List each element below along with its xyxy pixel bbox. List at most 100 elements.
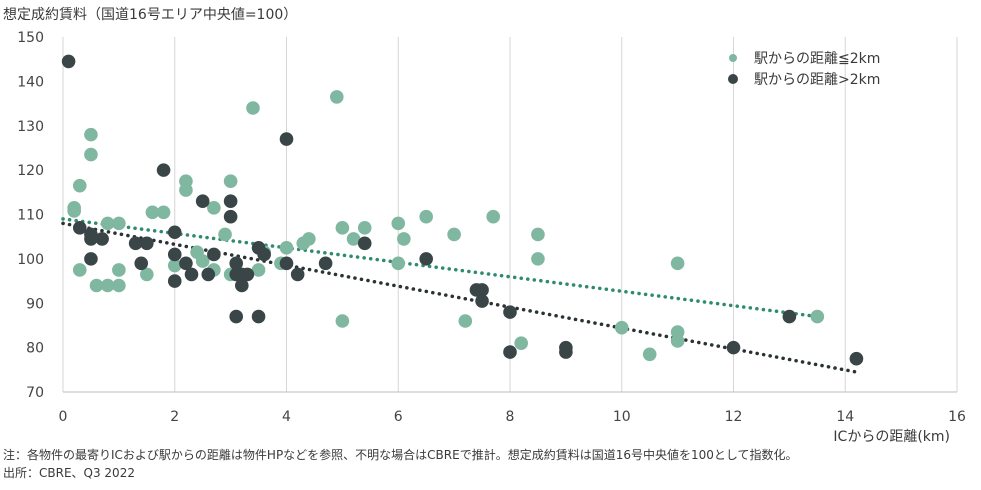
point-series-2 [229,309,244,324]
point-series-1 [112,263,126,277]
point-series-2 [201,267,216,282]
point-series-1 [670,256,685,271]
point-series-2 [128,236,143,251]
point-series-2 [279,132,294,146]
point-series-2 [167,247,182,262]
point-series-2 [167,225,182,240]
point-series-2 [235,278,249,293]
point-series-2 [257,247,271,262]
x-tick-label: 12 [725,409,743,425]
point-series-2 [223,209,238,224]
x-tick-label: 2 [170,409,179,425]
axes: 0 2 4 6 8 10 12 14 16 70 80 90 100 110 120 130 140 150 [17,30,966,425]
trend-line-series-2 [61,221,859,374]
point-series-1 [458,314,473,328]
point-series-2 [475,283,489,297]
point-series-1 [67,204,81,218]
point-series-1 [391,216,406,231]
point-series-2 [223,194,238,208]
point-series-2 [559,345,573,359]
point-series-2 [156,163,171,177]
point-series-1 [335,314,350,328]
point-series-1 [167,258,182,273]
point-series-2 [475,294,489,308]
point-series-1 [207,201,221,215]
point-series-2 [240,267,255,282]
point-series-1 [357,221,372,235]
point-series-1 [218,227,232,242]
point-series-2 [318,256,333,271]
point-series-2 [72,221,87,235]
footnote-note: 注：各物件の最寄りICおよび駅からの距離は物件HPなどを参照、不明な場合はCBR… [3,448,798,462]
point-series-1 [156,205,171,220]
point-series-1 [302,232,316,246]
data-points [61,54,864,366]
y-tick-label: 110 [17,208,44,224]
point-series-1 [642,347,657,362]
point-series-2 [195,194,210,208]
point-series-1 [531,252,545,266]
point-series-1 [84,127,98,142]
point-series-1 [531,227,545,242]
legend-label-series-1: 駅からの距離≦2km [754,50,880,67]
point-series-2 [179,256,193,271]
point-series-1 [397,232,411,246]
x-tick-label: 8 [506,409,515,425]
point-series-2 [134,256,149,271]
point-series-1 [145,205,160,220]
point-series-1 [391,256,406,271]
point-series-1 [279,240,294,255]
legend: 駅からの距離≦2km 駅からの距離>2km [728,50,880,88]
point-series-1 [810,309,825,324]
point-series-1 [246,101,260,115]
point-series-2 [849,351,864,366]
point-series-1 [195,254,210,268]
point-series-2 [61,54,76,69]
point-series-1 [112,216,126,231]
point-series-2 [207,247,221,262]
scatter-chart: 想定成約賃料（国道16号エリア中央値=100） 0 2 4 6 8 10 12 14 16 70 8… [3,7,966,445]
trend-lines [61,217,859,374]
y-tick-label: 150 [17,30,44,46]
point-series-1 [89,278,104,293]
point-series-1 [335,221,350,235]
point-series-1 [72,178,87,193]
point-series-2 [251,309,266,324]
y-tick-label: 120 [17,163,44,179]
point-series-2 [782,309,797,324]
x-tick-label: 14 [836,409,854,425]
x-axis-title: ICからの距離(km) [833,428,950,445]
point-series-1 [100,216,115,231]
x-tick-label: 4 [282,409,291,425]
point-series-1 [84,147,98,162]
x-tick-label: 10 [613,409,631,425]
point-series-1 [670,334,685,348]
point-series-1 [486,209,501,224]
y-tick-label: 140 [17,74,44,90]
point-series-1 [140,267,154,282]
trend-line-series-1 [61,217,820,319]
legend-marker-series-2 [728,74,738,84]
legend-label-series-2: 駅からの距離>2km [754,71,880,88]
y-tick-label: 130 [17,119,44,135]
point-series-2 [140,236,154,251]
point-series-1 [329,90,344,104]
y-tick-label: 80 [26,341,44,357]
point-series-2 [184,267,199,282]
point-series-2 [279,256,294,271]
point-series-1 [614,320,629,335]
point-series-1 [100,278,115,293]
point-series-1 [179,183,193,197]
point-series-2 [503,305,517,319]
footnote-source: 出所：CBRE、Q3 2022 [3,466,135,480]
legend-marker-series-1 [729,54,737,62]
point-series-2 [229,256,244,271]
point-series-2 [167,274,182,288]
point-series-2 [95,232,109,246]
point-series-2 [419,252,433,266]
y-axis-title: 想定成約賃料（国道16号エリア中央値=100） [3,7,297,23]
point-series-1 [72,263,87,277]
grid [62,37,958,392]
point-series-1 [447,227,461,242]
point-series-2 [290,267,305,282]
